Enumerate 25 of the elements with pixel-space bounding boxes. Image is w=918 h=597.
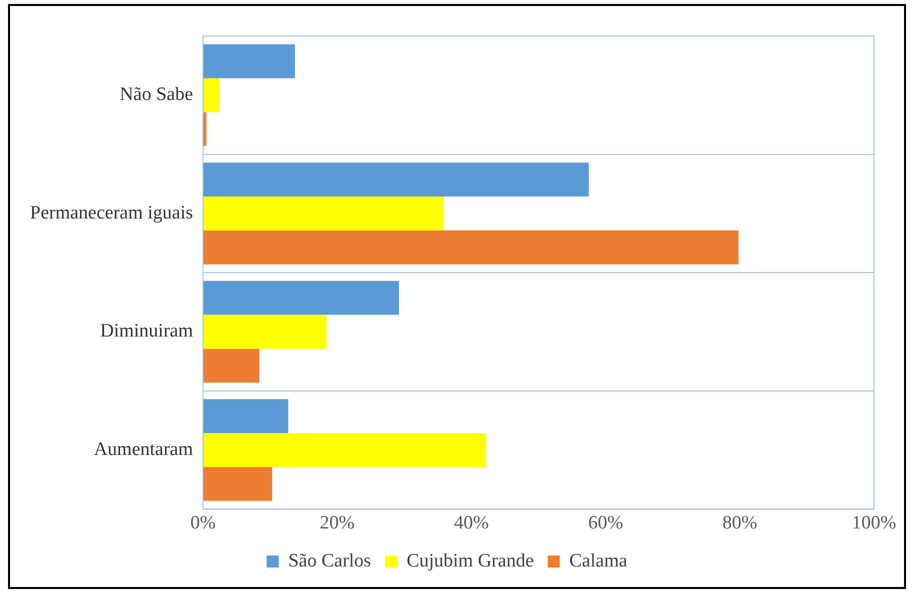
bar	[203, 467, 272, 501]
bar	[203, 112, 206, 146]
y-tick-label: Diminuiram	[100, 320, 194, 342]
x-tick-label: 20%	[320, 512, 355, 534]
y-tick-label: Aumentaram	[94, 439, 194, 460]
bar	[203, 44, 295, 78]
bar	[203, 196, 444, 230]
x-tick-label: 0%	[190, 512, 216, 534]
legend-label: São Carlos	[288, 550, 372, 572]
bar	[203, 314, 326, 349]
legend-label: Cujubim Grande	[406, 550, 534, 572]
bar	[203, 280, 399, 315]
x-tick-label: 100%	[852, 512, 896, 534]
bar	[203, 433, 486, 468]
bar	[203, 399, 288, 434]
bar	[203, 78, 220, 112]
x-tick-label: 60%	[588, 512, 624, 534]
y-tick-label: Não Sabe	[120, 84, 194, 106]
x-tick-label: 80%	[722, 512, 758, 534]
bar	[203, 348, 260, 383]
bar	[203, 230, 738, 264]
bar	[203, 162, 589, 196]
y-tick-label: Permaneceram iguais	[30, 202, 194, 224]
x-tick-label: 40%	[454, 512, 489, 534]
legend-label: Calama	[569, 550, 628, 572]
